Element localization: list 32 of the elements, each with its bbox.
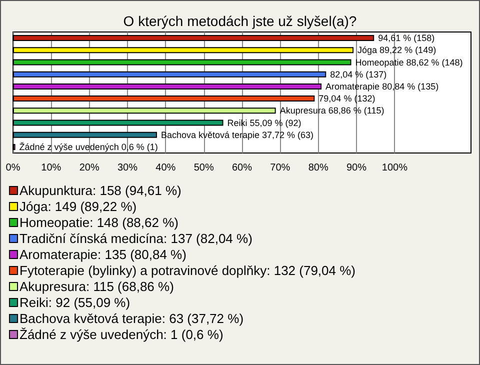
chart-title: O kterých metodách jste už slyšel(a)? (123, 13, 357, 29)
legend-label: Homeopatie: 148 (88,62 %) (20, 215, 178, 230)
legend-label: Jóga: 149 (89,22 %) (20, 199, 137, 214)
data-label: Reiki 55,09 % (92) (227, 118, 302, 128)
x-tick-label: 20% (79, 162, 100, 174)
data-label: Akupresura 68,86 % (115) (280, 106, 384, 116)
x-tick-label: 0% (6, 162, 20, 174)
legend-label: Fytoterapie (bylinky) a potravinové doplňky: 132 (79,04 %) (20, 263, 356, 278)
data-label: Homeopatie 88,62 % (148) (355, 57, 463, 68)
x-tick-label: 30% (117, 162, 138, 174)
data-label: Jóga 89,22 % (149) (358, 45, 436, 56)
data-label: 79,04 % (132) (318, 94, 376, 104)
legend-label: Bachova květová terapie: 63 (37,72 %) (20, 311, 244, 326)
data-label: Aromaterapie 80,84 % (135) (326, 81, 439, 92)
x-tick-label: 50% (194, 162, 214, 174)
data-label: Bachova květová terapie 37,72 % (63) (160, 130, 314, 140)
data-label: 94,61 % (158) (378, 33, 435, 44)
legend-label: Akupresura: 115 (68,86 %) (20, 279, 174, 294)
legend-label: Reiki: 92 (55,09 %) (20, 295, 130, 310)
x-tick-label: 60% (232, 162, 252, 174)
x-tick-label: 10% (41, 162, 62, 174)
x-tick-label: 90% (346, 162, 367, 174)
data-label: 82,04 % (137) (330, 69, 387, 80)
legend-label: Akupunktura: 158 (94,61 %) (20, 183, 182, 198)
x-tick-label: 80% (308, 162, 328, 174)
legend-label: Aromaterapie: 135 (80,84 %) (20, 247, 186, 262)
data-label: Žádné z výše uvedených 0,6 % (1) (19, 142, 158, 152)
legend-label: Tradiční čínská medicína: 137 (82,04 %) (20, 231, 252, 246)
legend-label: Žádné z výše uvedených: 1 (0,6 %) (20, 327, 224, 342)
x-tick-label: 70% (270, 162, 290, 174)
x-tick-label: 40% (156, 162, 176, 174)
x-tick-label: 100% (382, 162, 408, 174)
